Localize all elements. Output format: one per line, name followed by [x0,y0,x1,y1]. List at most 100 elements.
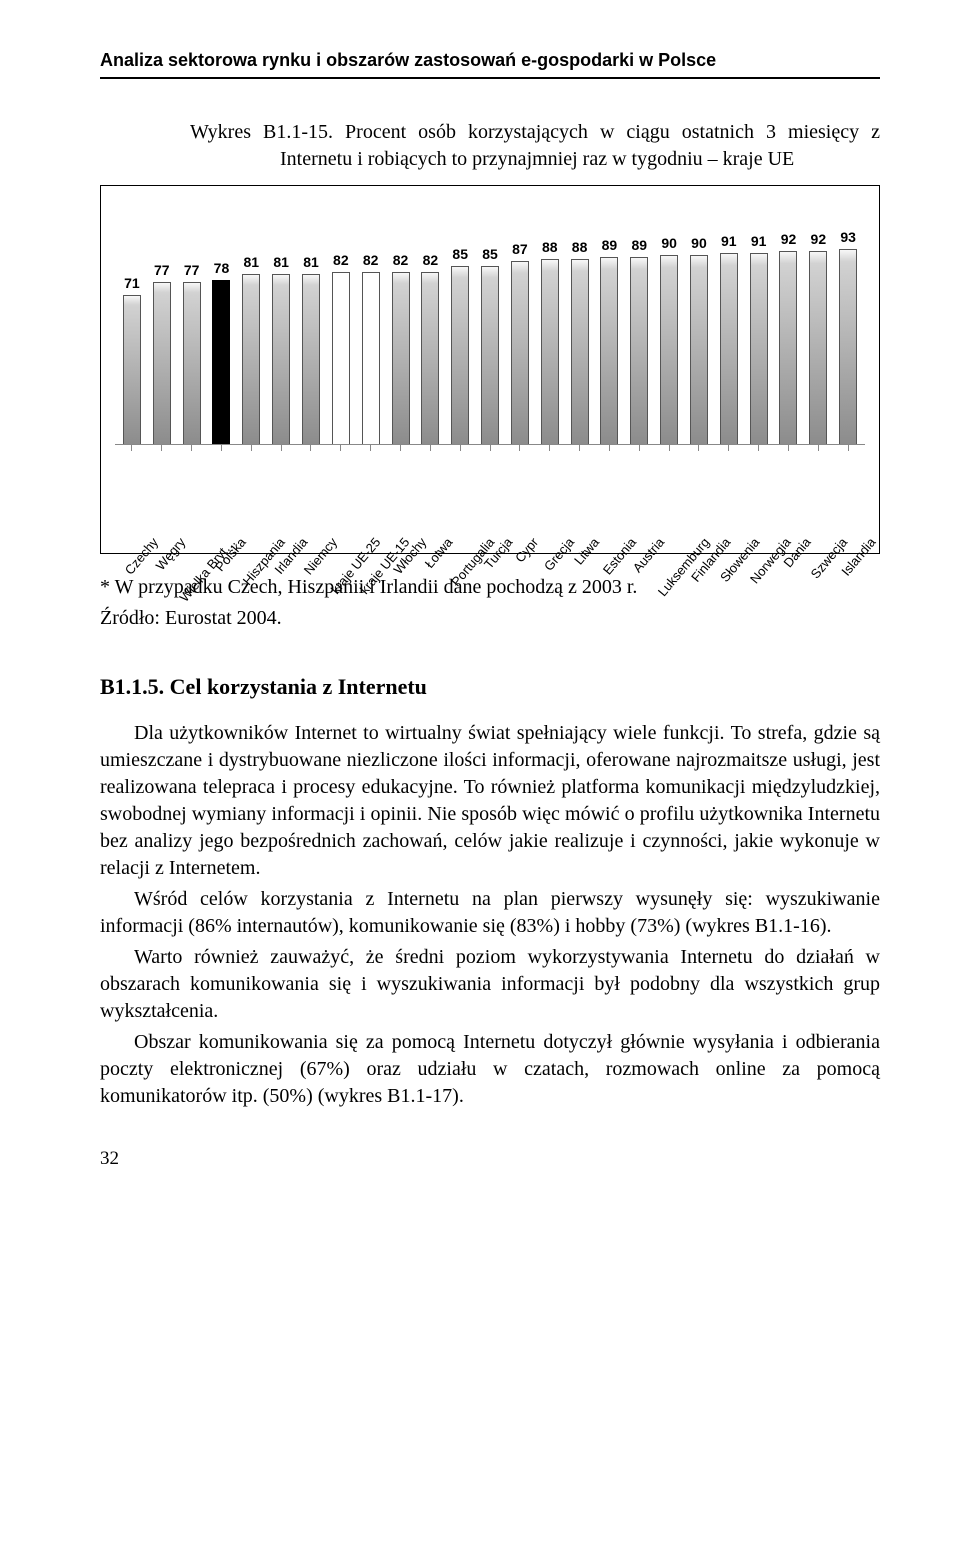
chart-bar-value: 90 [661,235,677,251]
body-paragraph: Warto również zauważyć, że średni poziom… [100,944,880,1025]
chart-bar: 87 [505,241,535,444]
chart-bar: 77 [147,262,177,444]
chart-bar-value: 71 [124,275,140,291]
chart-bar-rect [660,255,678,444]
chart-bar-value: 88 [572,239,588,255]
chart-tick [565,445,595,451]
chart-bar-rect [511,261,529,444]
chart-tick [415,445,445,451]
chart-frame: 71 77 77 78 81 81 81 82 82 82 82 85 85 87 88 88 89 89 90 90… [100,185,880,554]
chart-source: Źródło: Eurostat 2004. [100,607,880,630]
chart-bar: 92 [803,231,833,444]
chart-tick [266,445,296,451]
chart-bar-rect [481,266,499,445]
chart-labels-row: CzechyWęgryWielka Bryt…PolskaHiszpaniaIr… [115,453,865,553]
chart-tick [207,445,237,451]
chart-bar-value: 81 [244,254,260,270]
chart-bar-rect [153,282,171,444]
chart-tick [356,445,386,451]
chart-bar-value: 87 [512,241,528,257]
chart-bar-rect [630,257,648,444]
chart-bar: 89 [595,237,625,444]
chart-bar-value: 91 [721,233,737,249]
chart-bars-row: 71 77 77 78 81 81 81 82 82 82 82 85 85 87 88 88 89 89 90 90… [115,214,865,444]
chart-caption: Wykres B1.1-15. Procent osób korzystając… [190,119,880,173]
chart-bar: 82 [386,252,416,444]
chart-tick [296,445,326,451]
chart-bar: 81 [296,254,326,444]
chart-bar-value: 78 [214,260,230,276]
chart-bar: 77 [177,262,207,444]
chart-bar: 82 [415,252,445,444]
chart-tick [774,445,804,451]
chart-bar-rect [690,255,708,444]
body-paragraph: Wśród celów korzystania z Internetu na p… [100,886,880,940]
chart-bar-rect [183,282,201,444]
chart-bar: 82 [326,252,356,444]
chart-bar-rect [212,280,230,444]
chart-tick [445,445,475,451]
chart-category-label: Czechy [117,538,147,553]
chart-tick [535,445,565,451]
chart-bar-value: 81 [273,254,289,270]
chart-tick [595,445,625,451]
chart-bar-value: 92 [781,231,797,247]
chart-bar-rect [720,253,738,444]
chart-bar-rect [272,274,290,444]
chart-tick [147,445,177,451]
chart-bar-value: 90 [691,235,707,251]
chart-bar-rect [302,274,320,444]
chart-bar: 81 [266,254,296,444]
chart-bar: 90 [654,235,684,444]
chart-ticks-row [115,445,865,451]
chart-bar: 91 [714,233,744,444]
chart-tick [833,445,863,451]
chart-bar: 92 [774,231,804,444]
chart-tick [624,445,654,451]
chart-tick [684,445,714,451]
chart-bar: 82 [356,252,386,444]
chart-bar: 93 [833,229,863,444]
chart-caption-text: Procent osób korzystających w ciągu osta… [280,121,880,170]
chart-bar-value: 82 [423,252,439,268]
chart-bar-rect [451,266,469,445]
chart-bar-value: 89 [602,237,618,253]
chart-bar-rect [362,272,380,444]
chart-bar-value: 82 [333,252,349,268]
chart-bar: 85 [445,246,475,445]
chart-tick [803,445,833,451]
chart-bar-rect [809,251,827,444]
page: Analiza sektorowa rynku i obszarów zasto… [0,0,960,1210]
running-head: Analiza sektorowa rynku i obszarów zasto… [100,50,880,71]
header-rule [100,77,880,79]
chart-bar-value: 81 [303,254,319,270]
chart-tick [744,445,774,451]
chart-bar-value: 82 [363,252,379,268]
chart-bar-value: 85 [452,246,468,262]
chart-bar: 78 [207,260,237,444]
chart-bar-value: 92 [811,231,827,247]
chart-bar: 88 [535,239,565,444]
page-number: 32 [100,1148,880,1170]
chart-bar-rect [779,251,797,444]
chart-tick [714,445,744,451]
chart-bar-rect [600,257,618,444]
body-paragraph: Obszar komunikowania się za pomocą Inter… [100,1029,880,1110]
chart-bar: 85 [475,246,505,445]
chart-bar: 88 [565,239,595,444]
chart-bar: 90 [684,235,714,444]
chart-bar-rect [750,253,768,444]
chart-bar: 91 [744,233,774,444]
chart-bar-value: 77 [154,262,170,278]
chart-bar-rect [571,259,589,444]
chart-tick [117,445,147,451]
chart-bar-rect [421,272,439,444]
chart-bar-rect [392,272,410,444]
section-heading: B1.1.5. Cel korzystania z Internetu [100,674,880,700]
chart-bar: 81 [236,254,266,444]
chart-bar-value: 89 [631,237,647,253]
chart-bar-rect [242,274,260,444]
chart-tick [505,445,535,451]
chart-bar-value: 77 [184,262,200,278]
chart-caption-prefix: Wykres B1.1-15. [190,121,333,143]
